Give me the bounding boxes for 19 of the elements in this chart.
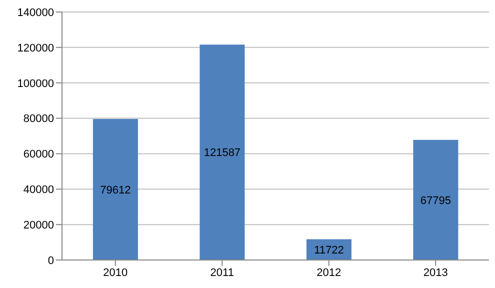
data-label: 67795 — [420, 194, 452, 207]
y-tick-label: 100000 — [17, 78, 54, 90]
data-label: 11722 — [314, 244, 344, 257]
bar — [200, 44, 245, 260]
bar — [413, 140, 458, 260]
x-tick-label: 2010 — [103, 266, 128, 279]
y-tick-label: 40000 — [23, 184, 54, 196]
x-tick-label: 2011 — [210, 266, 234, 279]
y-tick-label: 20000 — [23, 219, 54, 232]
y-tick-label: 80000 — [23, 113, 54, 126]
y-tick-label: 120000 — [17, 42, 54, 54]
x-tick-label: 2012 — [316, 266, 342, 279]
y-tick-label: 140000 — [17, 6, 54, 19]
data-label: 79612 — [100, 184, 131, 196]
bar — [92, 118, 138, 260]
y-tick-label: 0 — [48, 254, 54, 267]
data-label: 121587 — [204, 147, 241, 160]
x-tick-label: 2013 — [423, 266, 448, 279]
y-tick-label: 60000 — [23, 148, 54, 161]
